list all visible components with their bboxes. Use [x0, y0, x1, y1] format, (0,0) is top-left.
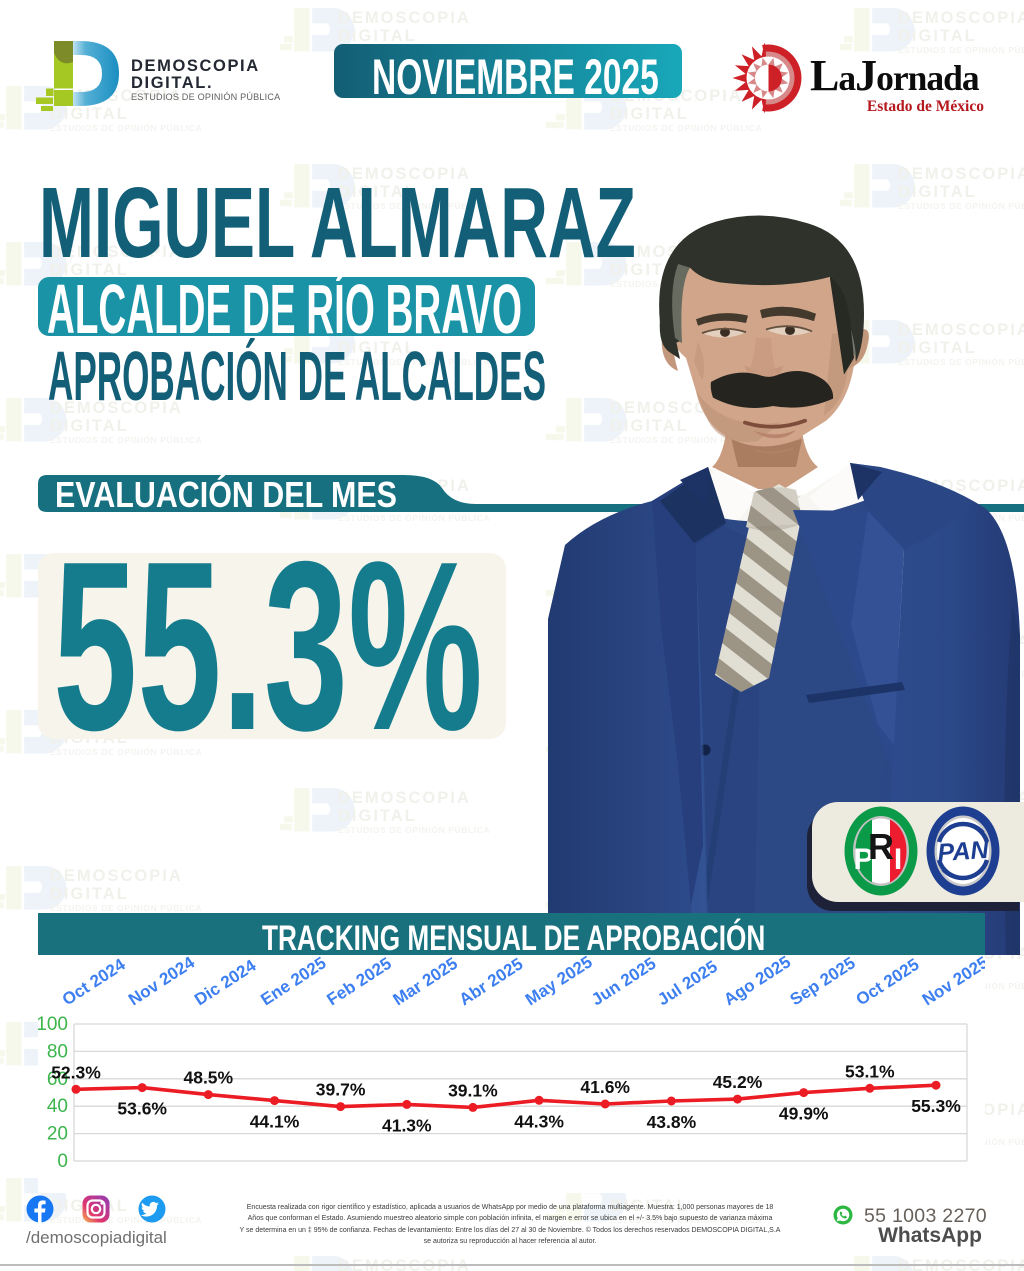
svg-text:P: P: [853, 843, 873, 876]
svg-text:Jun 2025: Jun 2025: [588, 955, 659, 1009]
svg-text:DIGITAL.: DIGITAL.: [131, 74, 213, 92]
svg-text:Ago 2025: Ago 2025: [720, 955, 794, 1009]
svg-text:20: 20: [47, 1124, 68, 1145]
svg-text:WhatsApp: WhatsApp: [878, 1224, 982, 1247]
svg-text:53.6%: 53.6%: [117, 1099, 167, 1119]
svg-text:39.7%: 39.7%: [316, 1080, 366, 1100]
svg-text:Oct 2024: Oct 2024: [59, 955, 129, 1009]
svg-text:45.2%: 45.2%: [713, 1072, 763, 1092]
svg-text:43.8%: 43.8%: [647, 1112, 697, 1132]
svg-text:44.1%: 44.1%: [250, 1112, 300, 1132]
svg-text:49.9%: 49.9%: [779, 1104, 829, 1124]
svg-text:PAN: PAN: [937, 836, 991, 868]
svg-text:May 2025: May 2025: [522, 955, 596, 1009]
svg-text:48.5%: 48.5%: [183, 1068, 233, 1088]
svg-text:44.3%: 44.3%: [514, 1111, 564, 1131]
svg-text:0: 0: [57, 1151, 68, 1172]
svg-text:41.6%: 41.6%: [580, 1077, 630, 1097]
svg-text:DEMOSCOPIA: DEMOSCOPIA: [131, 57, 260, 75]
svg-text:R: R: [868, 826, 894, 867]
svg-text:52.3%: 52.3%: [51, 1062, 101, 1082]
svg-text:100: 100: [38, 1014, 68, 1035]
svg-text:Dic 2024: Dic 2024: [191, 956, 260, 1010]
svg-text:60: 60: [47, 1069, 68, 1090]
svg-text:ESTUDIOS DE OPINIÓN PÚBLICA: ESTUDIOS DE OPINIÓN PÚBLICA: [131, 92, 281, 102]
svg-text:55.3%: 55.3%: [911, 1096, 961, 1116]
svg-text:39.1%: 39.1%: [448, 1080, 498, 1100]
svg-text:Abr 2025: Abr 2025: [456, 955, 527, 1009]
svg-text:Sep 2025: Sep 2025: [787, 955, 859, 1009]
svg-text:Nov 2024: Nov 2024: [125, 955, 198, 1009]
svg-text:40: 40: [47, 1096, 68, 1117]
svg-text:Oct 2025: Oct 2025: [853, 955, 923, 1009]
svg-text:Feb 2025: Feb 2025: [323, 955, 394, 1009]
svg-text:53.1%: 53.1%: [845, 1061, 895, 1081]
svg-text:LaJornada: LaJornada: [810, 51, 980, 100]
svg-text:I: I: [894, 843, 902, 876]
svg-text:41.3%: 41.3%: [382, 1115, 432, 1135]
svg-text:Nov 2025: Nov 2025: [919, 955, 985, 1009]
svg-text:Estado de México: Estado de México: [867, 98, 984, 115]
svg-text:80: 80: [47, 1041, 68, 1062]
svg-text:55 1003 2270: 55 1003 2270: [864, 1205, 987, 1227]
svg-text:Mar 2025: Mar 2025: [390, 955, 461, 1009]
svg-text:Ene 2025: Ene 2025: [257, 955, 329, 1009]
svg-text:Jul 2025: Jul 2025: [654, 957, 721, 1009]
